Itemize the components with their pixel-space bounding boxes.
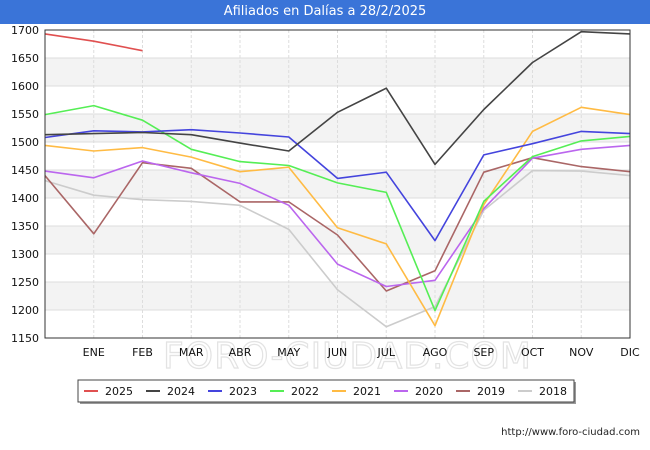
series-line-2022 (44, 104, 631, 312)
y-tick-label: 1250 (11, 276, 39, 289)
x-tick-label: SEP (473, 346, 494, 359)
y-tick-label: 1600 (11, 80, 39, 93)
legend-label-2018: 2018 (539, 385, 567, 398)
legend-label-2021: 2021 (353, 385, 381, 398)
legend-label-2023: 2023 (229, 385, 257, 398)
series-line-2018 (44, 169, 631, 328)
x-tick-label: ABR (229, 346, 252, 359)
plot-border (44, 29, 631, 339)
x-tick-label: FEB (132, 346, 153, 359)
x-tick-label: OCT (521, 346, 544, 359)
x-tick-label: DIC (620, 346, 640, 359)
x-tick-label: MAR (179, 346, 204, 359)
x-tick-label: JUN (327, 346, 348, 359)
y-tick-label: 1450 (11, 164, 39, 177)
y-tick-label: 1500 (11, 136, 39, 149)
legend-label-2019: 2019 (477, 385, 505, 398)
legend-label-2024: 2024 (167, 385, 195, 398)
legend-label-2025: 2025 (105, 385, 133, 398)
series-line-2021 (44, 106, 631, 327)
y-tick-label: 1150 (11, 332, 39, 345)
y-tick-label: 1400 (11, 192, 39, 205)
watermark: FORO-CIUDAD.COM (163, 336, 532, 377)
y-tick-label: 1200 (11, 304, 39, 317)
legend-box (77, 379, 575, 403)
y-tick-label: 1550 (11, 108, 39, 121)
grid-band (45, 170, 630, 198)
legend-label-2020: 2020 (415, 385, 443, 398)
x-tick-label: MAY (277, 346, 300, 359)
x-tick-label: AGO (423, 346, 448, 359)
title-bar: Afiliados en Dalías a 28/2/2025 (0, 0, 650, 24)
x-tick-label: JUL (377, 346, 396, 359)
footer-url[interactable]: http://www.foro-ciudad.com (501, 427, 640, 438)
y-tick-label: 1300 (11, 248, 39, 261)
series-line-2025 (44, 33, 143, 52)
y-tick-label: 1650 (11, 52, 39, 65)
series-line-2020 (44, 144, 631, 288)
legend-label-2022: 2022 (291, 385, 319, 398)
y-tick-label: 1350 (11, 220, 39, 233)
y-tick-label: 1700 (11, 24, 39, 37)
x-tick-label: NOV (569, 346, 594, 359)
series-line-2024 (44, 30, 631, 166)
x-tick-label: ENE (83, 346, 105, 359)
chart-title: Afiliados en Dalías a 28/2/2025 (223, 4, 427, 19)
